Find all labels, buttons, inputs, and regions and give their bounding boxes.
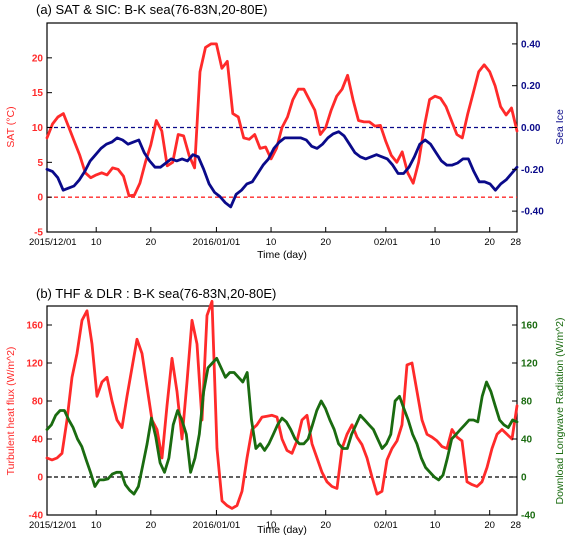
panel-b-right-tick-label-4: 120: [521, 359, 538, 370]
panel-a-x-tick-label-5: 20: [320, 237, 331, 248]
panel-a-right-axis-ticks: -0.40 -0.20 0.00 0.20 0.40: [512, 39, 544, 218]
panel-b-x-axis-label: Time (day): [257, 524, 307, 536]
panel-b-x-tick-label-3: 2016/01/01: [193, 520, 241, 531]
panel-a-right-tick-label-1: -0.20: [521, 165, 544, 176]
panel-b-left-tick-label-4: 120: [26, 359, 43, 370]
panel-a-series-line-1: [45, 130, 519, 209]
panel-b-left-tick-label-3: 80: [32, 397, 44, 408]
panel-b-left-axis-ticks: -40 0 40 80 120 160: [26, 321, 52, 522]
panel-b-x-tick-label-4: 10: [266, 520, 277, 531]
panel-a-x-tick-label-7: 10: [430, 237, 441, 248]
panel-a-x-tick-label-6: 02/01: [374, 237, 398, 248]
panel-a-left-axis-ticks: -5 0 5 10 15 20: [32, 53, 52, 239]
panel-b-x-tick-label-6: 02/01: [374, 520, 398, 531]
panel-a-x-tick-label-8: 20: [484, 237, 495, 248]
panel-b-left-tick-label-1: 0: [37, 473, 43, 484]
panel-b-series-line-0: [45, 299, 519, 510]
panel-b-left-tick-label-0: -40: [29, 511, 44, 522]
panel-b-left-tick-label-5: 160: [26, 321, 43, 332]
panel-a-right-tick-label-2: 0.00: [521, 123, 541, 134]
panel-b-left-tick-label-2: 40: [32, 435, 44, 446]
panel-a-right-axis-label: Sea Ice: [554, 109, 566, 145]
panel-a-series-line-0: [45, 42, 519, 198]
panel-a-left-tick-label-0: -5: [34, 228, 43, 239]
panel-a-left-tick-label-1: 0: [37, 193, 43, 204]
panel-a-x-tick-label-0: 2015/12/01: [29, 237, 77, 248]
panel-b-x-tick-label-0: 2015/12/01: [29, 520, 77, 531]
panel-b-x-axis-ticks: 2015/12/01 10 20 2016/01/01 10 20 02/01 10 20 28: [29, 510, 521, 531]
panel-a-left-tick-label-3: 10: [32, 123, 44, 134]
panel-a-right-tick-label-0: -0.40: [521, 207, 544, 218]
panel-b-right-tick-label-5: 160: [521, 321, 538, 332]
panel-a-right-tick-label-4: 0.40: [521, 39, 541, 50]
panel-b-x-tick-label-1: 10: [91, 520, 102, 531]
panel-b-right-tick-label-2: 40: [521, 435, 533, 446]
panel-a-x-axis-ticks: 2015/12/01 10 20 2016/01/01 10 20 02/01 10 20 28: [29, 227, 521, 248]
panel-b-x-tick-label-9: 28: [510, 520, 521, 531]
panel-a-x-tick-label-1: 10: [91, 237, 102, 248]
panel-a-left-axis-label: SAT (°C): [5, 106, 17, 147]
panel-b-x-tick-label-2: 20: [146, 520, 157, 531]
panel-a-x-tick-label-3: 2016/01/01: [193, 237, 241, 248]
panel-b-x-tick-label-7: 10: [430, 520, 441, 531]
panel-b-series: [45, 299, 519, 510]
panel-a-x-tick-label-4: 10: [266, 237, 277, 248]
panel-b-x-tick-label-5: 20: [320, 520, 331, 531]
panel-b-title: (b) THF & DLR : B-K sea(76-83N,20-80E): [36, 286, 276, 301]
panel-b-left-axis-label: Turbulent heat flux (W/m^2): [5, 347, 17, 476]
panel-b-right-tick-label-1: 0: [521, 473, 527, 484]
panel-a-x-axis-label: Time (day): [257, 249, 307, 261]
panel-b-plot-frame: [46, 305, 518, 516]
panel-a-x-tick-label-2: 20: [146, 237, 157, 248]
panel-b-right-axis-label: Download Longwave Radiation (W/m^2): [554, 317, 566, 504]
panel-a-left-tick-label-5: 20: [32, 53, 44, 64]
panel-a-right-tick-label-3: 0.20: [521, 81, 541, 92]
panel-a-left-tick-label-4: 15: [32, 88, 44, 99]
panel-b-right-tick-label-3: 80: [521, 397, 533, 408]
panel-b-right-axis-ticks: -40 0 40 80 120 160: [512, 321, 538, 522]
panel-a-series: [45, 42, 519, 209]
panel-a-title: (a) SAT & SIC: B-K sea(76-83N,20-80E): [36, 2, 267, 17]
panel-a-x-tick-label-9: 28: [510, 237, 521, 248]
panel-a-left-tick-label-2: 5: [37, 158, 43, 169]
panel-b-x-tick-label-8: 20: [484, 520, 495, 531]
panel-b-series-line-1: [45, 356, 519, 496]
panel-b-right-tick-label-0: -40: [521, 511, 536, 522]
